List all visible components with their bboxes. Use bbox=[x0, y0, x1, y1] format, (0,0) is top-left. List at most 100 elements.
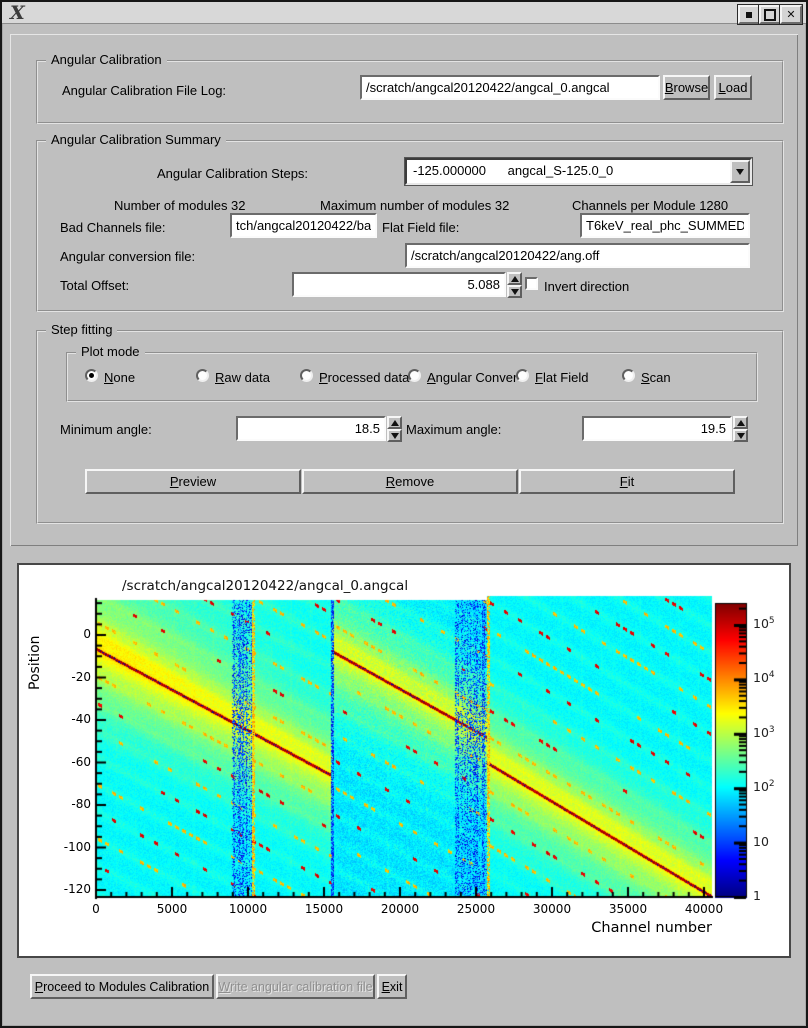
min-angle-input[interactable] bbox=[236, 416, 386, 441]
group-summary-title: Angular Calibration Summary bbox=[46, 132, 226, 147]
max-angle-label: Maximum angle: bbox=[406, 422, 502, 437]
min-angle-down-button[interactable] bbox=[387, 429, 402, 442]
arrow-up-icon bbox=[390, 419, 399, 426]
radio-processed-data[interactable] bbox=[300, 369, 313, 382]
radio-selected-dot bbox=[89, 373, 94, 378]
group-step-fitting: Step fitting Plot mode None Raw data Pro… bbox=[36, 322, 784, 524]
x11-logo-icon: X bbox=[10, 2, 25, 24]
y-tick-label: 0 bbox=[83, 627, 91, 641]
steps-label: Angular Calibration Steps: bbox=[157, 166, 309, 181]
radio-none[interactable] bbox=[85, 369, 98, 382]
channels-per-module-text: Channels per Module 1280 bbox=[572, 198, 729, 213]
close-button[interactable]: ✕ bbox=[780, 5, 802, 24]
arrow-down-icon bbox=[736, 432, 745, 439]
steps-combobox-arrow-button[interactable] bbox=[730, 160, 750, 183]
y-tick-label: -80 bbox=[71, 797, 91, 811]
radio-angular-conversion[interactable] bbox=[408, 369, 421, 382]
maximize-icon bbox=[764, 8, 776, 21]
max-angle-input[interactable] bbox=[582, 416, 732, 441]
calibration-heatmap-canvas bbox=[19, 565, 789, 956]
file-log-label: Angular Calibration File Log: bbox=[62, 83, 227, 98]
x-axis-title: Channel number bbox=[591, 920, 712, 936]
minimize-button[interactable] bbox=[738, 5, 760, 24]
bad-channels-input[interactable] bbox=[230, 213, 377, 238]
total-offset-label: Total Offset: bbox=[60, 278, 130, 293]
radio-raw-data-label[interactable]: Raw data bbox=[215, 370, 270, 385]
bad-channels-label: Bad Channels file: bbox=[60, 220, 166, 235]
colorbar-tick-label: 1 bbox=[753, 888, 761, 904]
x-tick-label: 0 bbox=[92, 902, 100, 916]
radio-raw-data[interactable] bbox=[196, 369, 209, 382]
group-step-fitting-title: Step fitting bbox=[46, 322, 118, 337]
group-summary: Angular Calibration Summary Angular Cali… bbox=[36, 132, 784, 312]
flat-field-input[interactable] bbox=[580, 213, 750, 238]
y-tick-label: -100 bbox=[63, 839, 91, 854]
x-tick-label: 30000 bbox=[532, 902, 572, 916]
title-bar[interactable]: X ✕ bbox=[2, 2, 806, 24]
max-angle-spinner bbox=[733, 416, 748, 442]
radio-scan[interactable] bbox=[622, 369, 635, 382]
colorbar-tick-label: 104 bbox=[753, 670, 775, 686]
close-icon: ✕ bbox=[786, 8, 796, 21]
arrow-up-icon bbox=[736, 419, 745, 426]
x-tick-label: 5000 bbox=[156, 902, 188, 916]
colorbar-tick-label: 102 bbox=[753, 779, 775, 795]
maximize-button[interactable] bbox=[759, 5, 781, 24]
angular-conversion-input[interactable] bbox=[405, 243, 750, 268]
file-log-input[interactable] bbox=[360, 75, 660, 100]
y-axis-title: Position bbox=[27, 635, 43, 690]
group-angular-calibration-title: Angular Calibration bbox=[46, 52, 167, 67]
x-tick-label: 40000 bbox=[684, 902, 724, 916]
plot-title: /scratch/angcal20120422/angcal_0.angcal bbox=[122, 578, 409, 594]
colorbar-tick-label: 105 bbox=[753, 616, 775, 632]
min-angle-up-button[interactable] bbox=[387, 416, 402, 429]
flat-field-label: Flat Field file: bbox=[382, 220, 460, 235]
arrow-up-icon bbox=[510, 275, 519, 282]
plot-panel: /scratch/angcal20120422/angcal_0.angcal … bbox=[17, 563, 791, 958]
radio-none-label[interactable]: None bbox=[104, 370, 136, 385]
x-tick-label: 15000 bbox=[304, 902, 344, 916]
y-tick-label: -120 bbox=[63, 882, 91, 896]
radio-processed-data-label[interactable]: Processed data bbox=[319, 370, 410, 385]
invert-direction-checkbox[interactable] bbox=[525, 277, 538, 290]
min-angle-label: Minimum angle: bbox=[60, 422, 152, 437]
radio-flat-field-label[interactable]: Flat Field bbox=[535, 370, 589, 385]
y-tick-label: -40 bbox=[71, 712, 91, 726]
y-tick-label: -60 bbox=[71, 754, 91, 769]
max-angle-down-button[interactable] bbox=[733, 429, 748, 442]
arrow-down-icon bbox=[390, 432, 399, 439]
group-angular-calibration: Angular Calibration Angular Calibration … bbox=[36, 52, 784, 124]
arrow-down-icon bbox=[510, 288, 519, 295]
group-plot-mode-title: Plot mode bbox=[76, 344, 145, 359]
min-angle-spinner bbox=[387, 416, 402, 442]
steps-combobox-value: -125.000000 angcal_S-125.0_0 bbox=[413, 163, 614, 178]
modules-count-text: Number of modules 32 bbox=[114, 198, 246, 213]
total-offset-up-button[interactable] bbox=[507, 272, 522, 285]
form-panel: Angular Calibration Angular Calibration … bbox=[10, 34, 798, 546]
x-tick-label: 25000 bbox=[456, 902, 496, 916]
steps-combobox[interactable]: -125.000000 angcal_S-125.0_0 bbox=[405, 158, 752, 185]
minimize-icon bbox=[746, 11, 752, 18]
total-offset-input[interactable] bbox=[292, 272, 506, 297]
colorbar-tick-label: 103 bbox=[753, 725, 775, 741]
total-offset-down-button[interactable] bbox=[507, 285, 522, 298]
colorbar-tick-label: 10 bbox=[753, 834, 769, 850]
radio-scan-label[interactable]: Scan bbox=[641, 370, 671, 385]
angular-conversion-label: Angular conversion file: bbox=[60, 249, 196, 264]
radio-angular-conversion-label[interactable]: Angular Conver bbox=[427, 370, 518, 385]
max-angle-up-button[interactable] bbox=[733, 416, 748, 429]
x-tick-label: 35000 bbox=[608, 902, 648, 916]
radio-flat-field[interactable] bbox=[516, 369, 529, 382]
total-offset-spinner bbox=[507, 272, 522, 298]
group-plot-mode: Plot mode None Raw data Processed data A… bbox=[66, 344, 758, 402]
x-tick-label: 20000 bbox=[380, 902, 420, 916]
